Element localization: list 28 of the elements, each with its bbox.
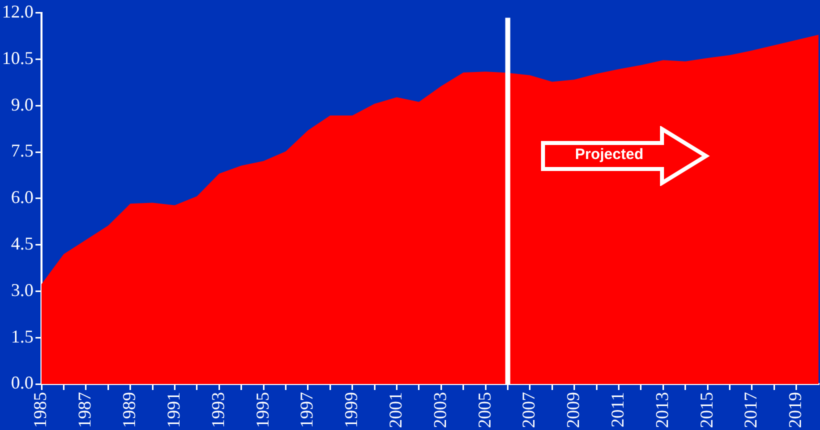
y-tick-label: 6.0: [11, 187, 34, 208]
x-tick-label: 1995: [252, 392, 272, 428]
x-tick-label: 2001: [385, 392, 406, 428]
x-tick-label: 2007: [518, 392, 539, 428]
x-tick-label: 1997: [296, 392, 317, 428]
x-tick-label: 2015: [696, 392, 716, 428]
x-tick-label: 1999: [341, 392, 362, 428]
y-tick-label: 7.5: [11, 140, 34, 161]
y-tick-label: 1.5: [11, 326, 34, 346]
y-tick-label: 12.0: [2, 2, 34, 22]
x-tick-label: 2003: [430, 392, 450, 428]
y-tick-label: 0.0: [11, 372, 34, 393]
x-tick-label: 2009: [563, 392, 584, 428]
x-tick-label: 1991: [163, 392, 184, 428]
y-tick-label: 3.0: [11, 280, 34, 300]
x-tick-label: 1987: [74, 392, 95, 428]
y-tick-label: 10.5: [2, 48, 34, 68]
x-tick-label: 2013: [652, 392, 672, 428]
y-tick-label: 9.0: [11, 94, 34, 114]
x-tick-label: 2019: [785, 392, 806, 428]
x-tick-label: 2017: [740, 392, 761, 428]
x-tick-label: 1993: [208, 392, 228, 428]
x-tick-label: 2011: [608, 392, 628, 428]
x-tick-label: 2005: [474, 392, 494, 428]
y-tick-label: 4.5: [11, 234, 34, 254]
annotation: Projected: [575, 146, 644, 163]
x-tick-label: 1989: [119, 392, 140, 428]
x-tick-label: 1985: [30, 392, 50, 428]
